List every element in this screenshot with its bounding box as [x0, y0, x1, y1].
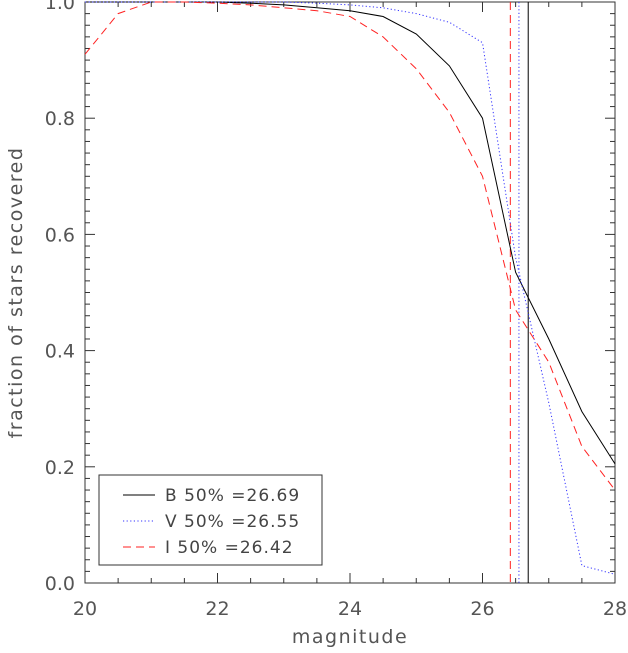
x-tick-label: 24: [338, 598, 362, 620]
axis-tick-labels: 20 22 24 26 28 0.0 0.2 0.4 0.6 0.8 1.0: [45, 0, 627, 620]
legend-box: [98, 474, 323, 566]
y-tick-label: 0.8: [45, 108, 75, 130]
axis-ticks: [84, 1, 616, 584]
x-tick-label: 28: [603, 598, 627, 620]
series-line: [84, 1, 616, 491]
x-tick-label: 22: [205, 598, 229, 620]
series-lines: [84, 1, 616, 575]
legend: B 50% =26.69 V 50% =26.55 I 50% =26.42: [98, 474, 323, 566]
y-tick-label: 0.0: [45, 573, 75, 595]
x-axis-label: magnitude: [292, 626, 408, 648]
x-tick-label: 20: [73, 598, 97, 620]
fifty-percent-lines: [509, 2, 529, 583]
y-axis-label: fraction of stars recovered: [5, 147, 27, 439]
y-tick-label: 1.0: [45, 0, 75, 14]
y-tick-label: 0.4: [45, 341, 75, 363]
legend-label: I 50% =26.42: [165, 538, 294, 558]
series-line: [85, 1, 616, 465]
legend-label: V 50% =26.55: [165, 512, 300, 532]
legend-label: B 50% =26.69: [165, 486, 300, 506]
x-tick-label: 26: [470, 598, 494, 620]
y-tick-label: 0.2: [45, 457, 75, 479]
y-tick-label: 0.6: [45, 224, 75, 246]
